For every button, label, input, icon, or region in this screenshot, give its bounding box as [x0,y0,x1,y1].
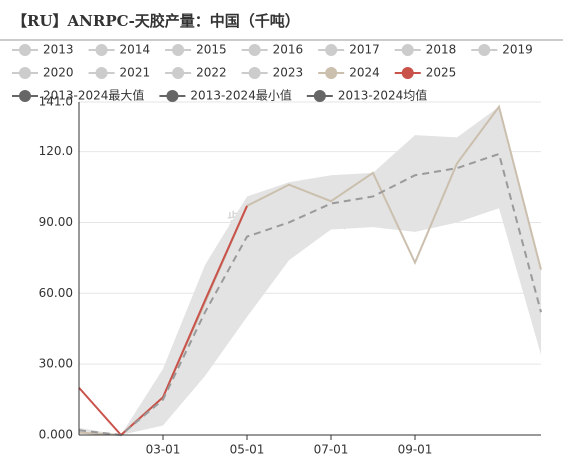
legend-dot [166,90,179,102]
legend-item[interactable]: 2024 [318,66,380,80]
y-tick-label: 60.00 [39,286,73,300]
legend-dot [248,44,261,56]
legend-label: 2013 [43,43,74,57]
legend-item[interactable]: 2013 [12,43,74,57]
legend-item[interactable]: 2020 [12,66,74,80]
y-tick-label: 30.00 [39,357,73,371]
legend-item[interactable]: 2016 [241,43,304,57]
legend-label: 2024 [349,66,380,80]
y-tick-label: 141.0 [39,95,73,109]
legend-item[interactable]: 2013-2024最大值 [12,88,144,103]
legend-item[interactable]: 2025 [394,66,457,80]
range-band [79,106,541,436]
legend-dot [95,67,108,79]
legend-label: 2016 [273,43,304,57]
legend-label: 2021 [120,66,151,80]
legend-dot [401,44,414,56]
legend-label: 2019 [502,43,533,57]
legend-item[interactable]: 2019 [471,43,533,57]
legend-label: 2013-2024最大值 [43,88,144,103]
legend-label: 2015 [196,43,227,57]
legend-item[interactable]: 2015 [165,43,227,57]
legend-dot [19,90,31,102]
legend-item[interactable]: 2014 [88,43,151,57]
legend-label: 2025 [426,66,457,80]
legend-item[interactable]: 2018 [394,43,457,57]
legend-dot [248,67,261,79]
legend-item[interactable]: 2022 [165,66,227,80]
x-tick-label: 09-01 [398,443,433,457]
legend-item[interactable]: 2021 [88,66,151,80]
y-tick-label: 120.0 [39,144,73,158]
legend-item[interactable]: 2017 [318,43,380,57]
legend-item[interactable]: 2023 [241,66,304,80]
y-tick-label: 90.00 [39,215,73,229]
legend-label: 2013-2024最小值 [190,88,291,103]
legend-label: 2022 [196,66,227,80]
series-line [78,205,248,437]
legend-dot [313,90,326,102]
x-tick-label: 05-01 [230,443,265,457]
legend-dot [19,67,31,79]
legend-dot [325,44,338,56]
legend-dot [172,67,185,79]
legend-dot [172,44,185,56]
legend-item[interactable]: 2013-2024最小值 [159,88,292,103]
legend-label: 2020 [43,66,74,80]
legend-item[interactable]: 2013-2024均值 [306,88,427,103]
legend-dot [95,44,108,56]
chart-title: 【RU】ANRPC-天胶产量：中国（千吨） [12,12,300,30]
legend-dot [478,44,491,56]
legend-dot [401,67,414,79]
legend-label: 2023 [273,66,304,80]
legend-label: 2013-2024均值 [338,88,427,103]
series-line [78,152,542,437]
legend-dot [19,44,31,56]
y-tick-label: 0.000 [39,428,73,442]
legend-label: 2018 [426,43,457,57]
legend-dot [325,67,338,79]
legend-label: 2014 [120,43,151,57]
legend-label: 2017 [349,43,380,57]
x-tick-label: 03-01 [146,443,181,457]
x-tick-label: 07-01 [314,443,349,457]
